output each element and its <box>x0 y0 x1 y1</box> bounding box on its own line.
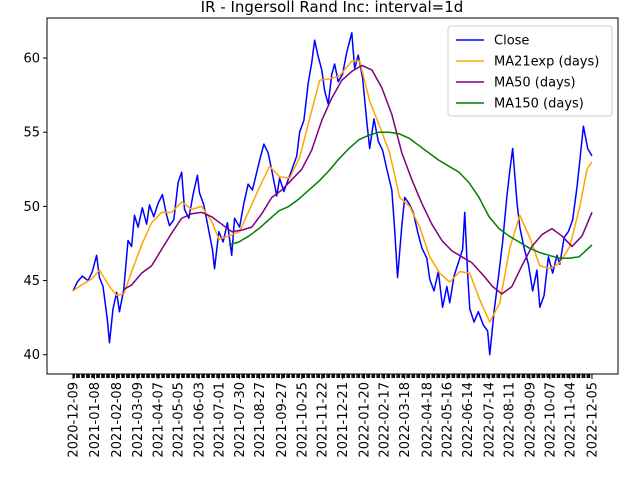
x-tick-label-18: 2022-05-16 <box>440 382 455 458</box>
series-line-1 <box>72 60 593 323</box>
x-tick-label-0: 2020-12-09 <box>67 382 82 458</box>
x-tick-label-23: 2022-10-07 <box>543 382 558 458</box>
x-tick-label-21: 2022-08-11 <box>503 382 518 458</box>
x-tick-label-10: 2021-09-27 <box>275 382 290 458</box>
y-tick-label-4: 60 <box>23 52 40 67</box>
x-tick-label-22: 2022-09-09 <box>523 382 538 458</box>
series-layer <box>72 32 593 356</box>
legend-label-1: MA21exp (days) <box>494 55 599 70</box>
x-tick-label-2: 2021-02-08 <box>110 382 125 458</box>
legend-label-2: MA50 (days) <box>494 76 576 91</box>
x-tick-label-5: 2021-05-05 <box>172 382 187 458</box>
x-tick-label-6: 2021-06-03 <box>192 382 207 458</box>
legend-label-3: MA150 (days) <box>494 97 584 112</box>
y-tick-label-2: 50 <box>23 200 40 215</box>
x-tick-label-11: 2021-10-25 <box>295 382 310 458</box>
x-tick-label-17: 2022-04-18 <box>420 382 435 458</box>
y-tick-label-3: 55 <box>23 126 40 141</box>
series-line-2 <box>123 64 593 295</box>
legend: Close MA21exp (days) MA50 (days) MA150 (day… <box>447 25 613 117</box>
x-tick-label-4: 2021-04-07 <box>152 382 167 458</box>
series-line-0 <box>72 32 593 356</box>
chart-title: IR - Ingersoll Rand Inc: interval=1d <box>201 0 464 16</box>
y-axis: 40 45 50 55 60 <box>23 52 47 363</box>
x-tick-label-12: 2021-11-22 <box>315 382 330 458</box>
x-tick-label-7: 2021-07-01 <box>212 382 227 458</box>
x-tick-label-14: 2022-01-20 <box>357 382 372 458</box>
x-tick-label-19: 2022-06-14 <box>461 382 476 458</box>
x-tick-label-9: 2021-08-27 <box>253 382 268 458</box>
x-tick-label-24: 2022-11-04 <box>563 382 578 458</box>
x-tick-label-8: 2021-07-30 <box>233 382 248 458</box>
x-tick-label-25: 2022-12-05 <box>586 382 601 458</box>
x-tick-label-1: 2021-01-08 <box>88 382 103 458</box>
x-axis: 2020-12-09 2021-01-08 2021-02-08 2021-03-09… <box>67 374 601 458</box>
series-line-3 <box>228 131 593 260</box>
x-tick-label-3: 2021-03-09 <box>131 382 146 458</box>
legend-box <box>447 25 613 117</box>
x-tick-label-13: 2021-12-21 <box>336 382 351 458</box>
legend-label-0: Close <box>494 34 529 49</box>
y-tick-label-1: 45 <box>23 274 40 289</box>
y-tick-label-0: 40 <box>23 348 40 363</box>
x-tick-label-20: 2022-07-14 <box>483 382 498 458</box>
x-tick-label-15: 2022-02-17 <box>377 382 392 458</box>
x-tick-label-16: 2022-03-18 <box>398 382 413 458</box>
